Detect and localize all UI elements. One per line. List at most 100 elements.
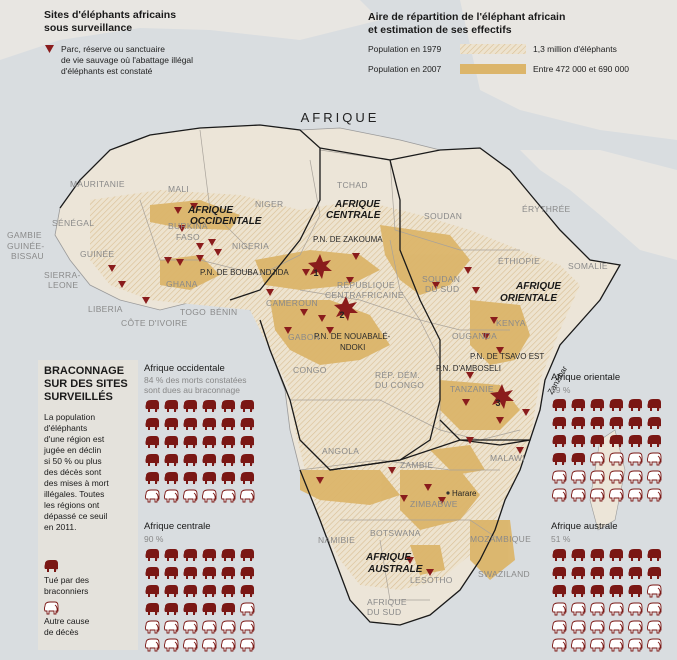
- marker-triangle-icon: [45, 45, 54, 53]
- elephant-other-icon: [552, 602, 567, 616]
- sites-legend-text: d'éléphants est constaté: [61, 66, 153, 76]
- country-label: SÉNÉGAL: [52, 218, 94, 228]
- poaching-site-marker: [190, 203, 198, 210]
- elephant-killed-icon: [145, 585, 159, 597]
- region-label: OCCIDENTALE: [190, 216, 262, 227]
- region-labels: AFRIQUE OCCIDENTALE AFRIQUE CENTRALE AFR…: [187, 199, 561, 575]
- country-label: OUGANDA: [452, 331, 497, 341]
- elephant-killed-icon: [221, 549, 235, 561]
- elephant-killed-icon: [202, 400, 216, 412]
- elephant-other-icon: [240, 638, 255, 652]
- elephant-killed-icon: [609, 549, 623, 561]
- elephant-other-icon: [145, 638, 160, 652]
- elephant-other-icon: [571, 602, 586, 616]
- elephant-killed-icon: [628, 417, 642, 429]
- poaching-site-marker: [432, 282, 440, 289]
- block-title: Afrique australe: [551, 521, 618, 532]
- elephant-killed-icon: [571, 399, 585, 411]
- country-label: CAMEROUN: [266, 298, 318, 308]
- side-panel: BRACONNAGE SUR DES SITES SURVEILLÉS La p…: [43, 365, 128, 637]
- elephant-killed-icon: [183, 472, 197, 484]
- elephant-killed-icon: [647, 567, 661, 579]
- park-label: P.N. DE NOUABALÉ-: [314, 332, 391, 341]
- poaching-site-marker: [346, 277, 354, 284]
- poaching-site-marker: [388, 467, 396, 474]
- elephant-other-icon: [183, 620, 198, 634]
- park-label: P.N. D'AMBOSELI: [436, 364, 501, 373]
- elephant-other-icon: [145, 620, 160, 634]
- city-label: Harare: [452, 489, 477, 498]
- elephant-killed-icon: [609, 585, 623, 597]
- park-marker-2: 2: [334, 296, 358, 321]
- poaching-site-marker: [214, 249, 222, 256]
- elephant-killed-icon: [164, 454, 178, 466]
- poaching-site-marker: [196, 255, 204, 262]
- middle-east-land: [460, 0, 677, 140]
- elephant-killed-icon: [571, 549, 585, 561]
- elephant-killed-icon: [221, 418, 235, 430]
- elephant-killed-icon: [183, 603, 197, 615]
- country-label: TCHAD: [337, 180, 368, 190]
- elephant-other-icon: [44, 601, 59, 615]
- elephant-killed-icon: [183, 454, 197, 466]
- range-title-2: et estimation de ses effectifs: [368, 24, 512, 36]
- elephant-killed-icon: [609, 417, 623, 429]
- side-text: des mises à mort: [44, 478, 109, 488]
- region-label: AFRIQUE: [187, 205, 233, 216]
- elephant-other-icon: [571, 620, 586, 634]
- country-label: LEONE: [48, 280, 78, 290]
- poaching-site-markers: [108, 203, 530, 576]
- elephant-killed-icon: [221, 472, 235, 484]
- elephant-other-icon: [552, 638, 567, 652]
- poaching-site-marker: [318, 315, 326, 322]
- poaching-site-marker: [466, 372, 474, 379]
- block-west: Afrique occidentale 84 % des morts const…: [144, 363, 255, 503]
- poaching-site-marker: [176, 259, 184, 266]
- elephant-killed-icon: [145, 603, 159, 615]
- country-label: MALI: [168, 184, 189, 194]
- country-label: AFRIQUE: [367, 597, 407, 607]
- elephant-other-icon: [221, 489, 236, 503]
- continent-label: AFRIQUE: [301, 110, 380, 125]
- elephant-killed-icon: [164, 585, 178, 597]
- block-subtitle: 59 %: [551, 385, 571, 395]
- elephant-other-icon: [240, 620, 255, 634]
- elephant-killed-icon: [183, 567, 197, 579]
- park-label: P.N. DE BOUBA NDJIDA: [200, 268, 289, 277]
- elephant-other-icon: [164, 489, 179, 503]
- elephant-other-icon: [240, 602, 255, 616]
- sites-title: Sites d'éléphants africains: [44, 9, 176, 21]
- side-text: d'une région est: [44, 434, 105, 444]
- elephant-killed-icon: [240, 436, 254, 448]
- elephant-other-icon: [647, 488, 662, 502]
- elephant-other-legend-icon: [44, 601, 59, 615]
- elephant-killed-icon: [202, 567, 216, 579]
- country-label: GABON: [288, 332, 320, 342]
- side-title: SURVEILLÉS: [44, 390, 113, 403]
- side-text: jugée en déclin: [43, 445, 101, 455]
- elephant-killed-icon: [552, 567, 566, 579]
- region-borders: [59, 124, 622, 626]
- elephant-other-icon: [609, 602, 624, 616]
- elephant-other-icon: [552, 488, 567, 502]
- side-text: d'éléphants: [44, 423, 87, 433]
- elephant-killed-icon: [609, 435, 623, 447]
- elephant-killed-icon: [647, 399, 661, 411]
- elephant-killed-icon: [628, 435, 642, 447]
- elephant-killed-icon: [609, 567, 623, 579]
- side-title: BRACONNAGE: [44, 365, 124, 377]
- poaching-site-marker: [266, 289, 274, 296]
- country-label: NIGER: [255, 199, 283, 209]
- poaching-site-marker: [118, 281, 126, 288]
- elephant-other-icon: [590, 620, 605, 634]
- elephant-other-icon: [552, 470, 567, 484]
- elephant-killed-icon: [628, 585, 642, 597]
- poaching-site-marker: [108, 265, 116, 272]
- elephant-killed-icon: [145, 472, 159, 484]
- elephant-killed-icon: [590, 399, 604, 411]
- side-text: en 2011.: [44, 522, 76, 532]
- elephant-killed-icon: [240, 454, 254, 466]
- country-label: RÉP. DÉM.: [375, 370, 420, 380]
- poaching-site-marker: [142, 297, 150, 304]
